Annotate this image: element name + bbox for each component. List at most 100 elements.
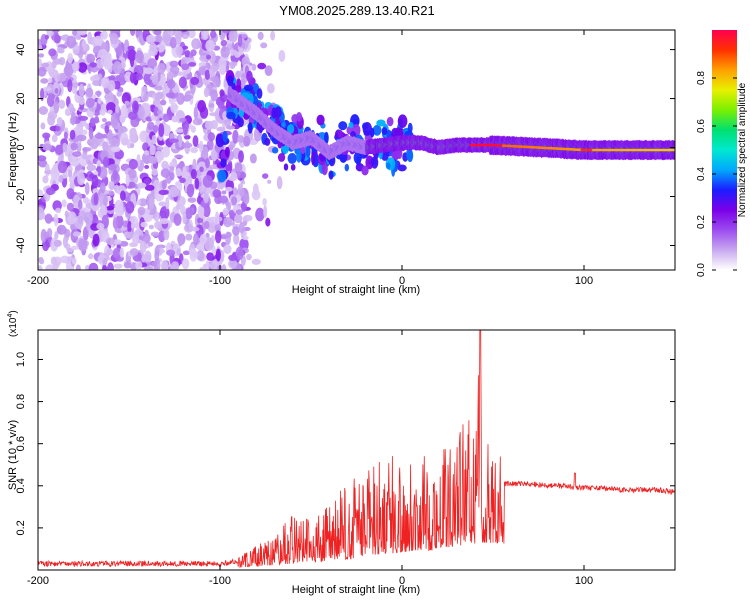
heatmap-cell xyxy=(151,261,158,267)
heatmap-cell xyxy=(208,50,216,64)
heatmap-cell xyxy=(88,262,99,270)
heatmap-cell xyxy=(93,192,99,206)
heatmap-cell xyxy=(256,88,263,99)
heatmap-cell xyxy=(219,89,225,97)
heatmap-cell xyxy=(111,137,121,148)
heatmap-cell xyxy=(277,153,286,162)
heatmap-cell xyxy=(82,196,90,204)
heatmap-cell xyxy=(232,226,240,236)
heatmap-cell xyxy=(220,46,230,58)
heatmap-cell xyxy=(190,146,198,154)
heatmap-cell xyxy=(216,126,226,132)
heatmap-cell xyxy=(243,135,251,147)
heatmap-cell xyxy=(386,116,394,127)
heatmap-cell xyxy=(235,246,244,260)
heatmap-cell xyxy=(70,245,79,250)
heatmap-cell xyxy=(182,210,187,225)
heatmap-cell xyxy=(178,76,187,89)
heatmap-cell xyxy=(94,116,100,124)
heatmap-cell xyxy=(94,132,104,140)
heatmap-cell xyxy=(221,264,227,270)
heatmap-cell xyxy=(262,173,269,179)
heatmap-cell xyxy=(175,168,182,177)
heatmap-cell xyxy=(161,160,169,169)
heatmap-cell xyxy=(192,38,198,49)
heatmap-cell xyxy=(38,106,49,115)
heatmap-cell xyxy=(229,61,236,69)
heatmap-cell xyxy=(186,183,195,198)
heatmap-cell xyxy=(128,158,138,170)
heatmap-cell xyxy=(169,104,179,110)
heatmap-cell xyxy=(76,126,81,132)
heatmap-cell xyxy=(53,213,59,227)
heatmap-cell xyxy=(67,211,77,225)
heatmap-cell xyxy=(66,188,75,200)
heatmap-cell xyxy=(169,65,180,75)
heatmap-cell xyxy=(243,226,251,232)
heatmap-cell xyxy=(77,172,86,186)
heatmap-cell xyxy=(51,59,57,69)
heatmap-cell xyxy=(199,266,207,270)
heatmap-cell xyxy=(132,233,139,246)
heatmap-cell xyxy=(204,157,210,169)
heatmap-cell xyxy=(127,168,137,179)
heatmap-cell xyxy=(72,44,80,55)
heatmap-cell xyxy=(328,170,334,180)
heatmap-cell xyxy=(246,70,253,82)
heatmap-cell xyxy=(68,175,76,184)
heatmap-cell xyxy=(208,164,218,170)
heatmap-cell xyxy=(227,75,234,87)
snr-y-scale-label: (x104) xyxy=(7,310,19,337)
heatmap-cell xyxy=(147,58,158,70)
heatmap-cell xyxy=(207,132,216,142)
heatmap-cell xyxy=(170,240,176,246)
heatmap-cell xyxy=(38,44,43,51)
heatmap-cell xyxy=(93,35,103,45)
heatmap-cell xyxy=(160,99,167,106)
heatmap-cell xyxy=(110,146,121,153)
heatmap-cell xyxy=(115,104,120,114)
heatmap-cell xyxy=(295,112,303,122)
heatmap-cell xyxy=(162,145,171,158)
heatmap-cell xyxy=(72,138,79,143)
heatmap-cell xyxy=(143,177,151,186)
heatmap-cell xyxy=(231,49,238,56)
heatmap-cell xyxy=(154,85,164,91)
heatmap-cell xyxy=(187,197,197,203)
heatmap-cell xyxy=(238,221,245,234)
heatmap-cell xyxy=(99,205,108,217)
heatmap-cell xyxy=(233,233,240,245)
heatmap-cell xyxy=(69,159,80,167)
heatmap-cell xyxy=(123,39,130,54)
heatmap-cell xyxy=(208,103,215,108)
heatmap-cell xyxy=(112,239,122,245)
heatmap-cell xyxy=(119,247,124,258)
heatmap-cell xyxy=(170,261,180,270)
heatmap-cell xyxy=(127,45,135,51)
heatmap-cell xyxy=(135,50,144,64)
heatmap-cell xyxy=(163,228,170,241)
heatmap-cell xyxy=(38,256,44,263)
heatmap-cell xyxy=(264,137,271,146)
heatmap-cell xyxy=(205,260,210,270)
heatmap-cell xyxy=(38,53,45,58)
heatmap-cell xyxy=(231,196,238,206)
heatmap-cell xyxy=(92,80,101,86)
heatmap-cell xyxy=(102,264,108,270)
heatmap-cell xyxy=(86,164,97,172)
heatmap-cell xyxy=(212,189,222,198)
heatmap-cell xyxy=(228,31,234,42)
heatmap-cell xyxy=(58,56,66,66)
heatmap-cell xyxy=(187,30,196,39)
heatmap-cell xyxy=(51,134,58,143)
heatmap-cell xyxy=(124,100,130,105)
heatmap-cell xyxy=(338,121,348,131)
heatmap-cell xyxy=(64,108,71,116)
heatmap-cell xyxy=(138,198,148,207)
heatmap-cell xyxy=(81,153,88,160)
colorbar-tick-label: 0.2 xyxy=(696,215,707,229)
heatmap-cell xyxy=(159,74,167,86)
heatmap-cell xyxy=(78,83,85,97)
y-tick-label: 20 xyxy=(15,92,27,104)
